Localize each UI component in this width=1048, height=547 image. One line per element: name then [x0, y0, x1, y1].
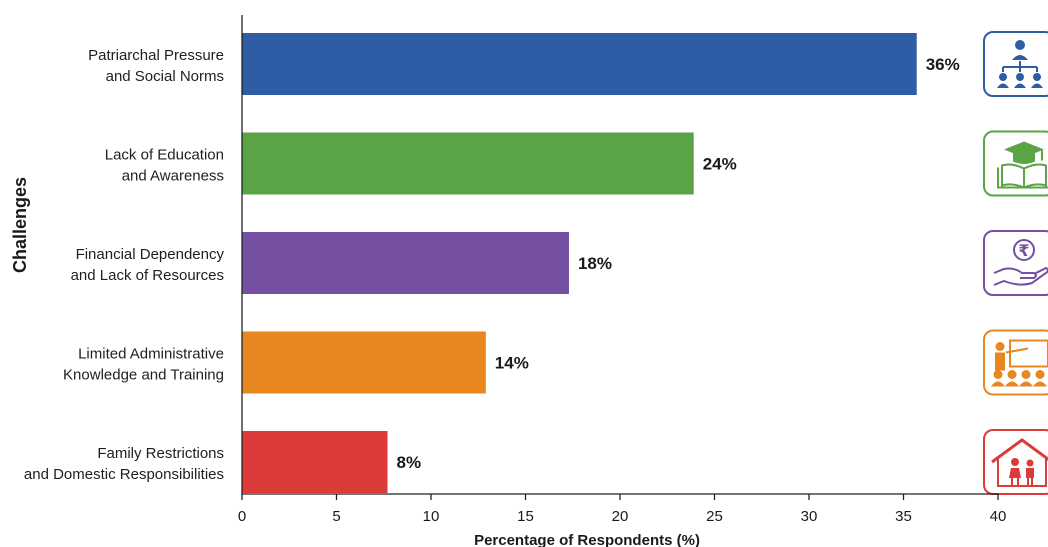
- value-label: 36%: [926, 55, 960, 74]
- x-tick-label: 20: [612, 508, 629, 525]
- category-label-line: and Awareness: [122, 168, 224, 185]
- category-label-line: Patriarchal Pressure: [88, 47, 224, 64]
- bar: [242, 431, 388, 493]
- category-label-line: Lack of Education: [105, 147, 224, 164]
- category-label-line: and Lack of Resources: [71, 267, 224, 284]
- svg-text:₹: ₹: [1018, 241, 1029, 260]
- value-label: 8%: [397, 453, 422, 472]
- category-label-line: Financial Dependency: [76, 246, 225, 263]
- graduation-book-icon: [983, 130, 1048, 197]
- category-label: Patriarchal Pressure and Social Norms: [88, 47, 224, 85]
- family-house-icon: [983, 429, 1048, 495]
- x-tick-label: 0: [238, 508, 246, 525]
- hierarchy-people-icon: [983, 31, 1048, 97]
- x-tick-label: 30: [801, 508, 818, 525]
- category-label-line: and Social Norms: [106, 68, 224, 85]
- y-axis-title: Challenges: [10, 177, 30, 273]
- bar: [242, 33, 917, 95]
- rupee-hand-icon: ₹: [983, 230, 1048, 296]
- x-tick-label: 5: [332, 508, 340, 525]
- x-tick-label: 15: [517, 508, 534, 525]
- category-label: Lack of Education and Awareness: [105, 147, 224, 185]
- bar: [242, 132, 694, 195]
- value-label: 24%: [703, 155, 737, 174]
- bar: [242, 331, 486, 394]
- category-label: Family Restrictions and Domestic Responsi…: [24, 445, 224, 483]
- x-tick-label: 25: [706, 508, 723, 525]
- value-label: 18%: [578, 254, 612, 273]
- category-label-line: Family Restrictions: [97, 445, 224, 462]
- value-label: 14%: [495, 354, 529, 373]
- category-label: Limited Administrative Knowledge and Trai…: [63, 346, 224, 384]
- bar: [242, 232, 569, 294]
- x-tick-label: 10: [423, 508, 440, 525]
- x-tick-label: 40: [990, 508, 1007, 525]
- x-tick-label: 35: [895, 508, 912, 525]
- x-axis-title: Percentage of Respondents (%): [474, 532, 700, 547]
- category-label-line: Limited Administrative: [78, 346, 224, 363]
- category-label-line: and Domestic Responsibilities: [24, 466, 224, 483]
- category-label-line: Knowledge and Training: [63, 367, 224, 384]
- category-label: Financial Dependency and Lack of Resource…: [71, 246, 225, 284]
- teacher-class-icon: [983, 329, 1048, 396]
